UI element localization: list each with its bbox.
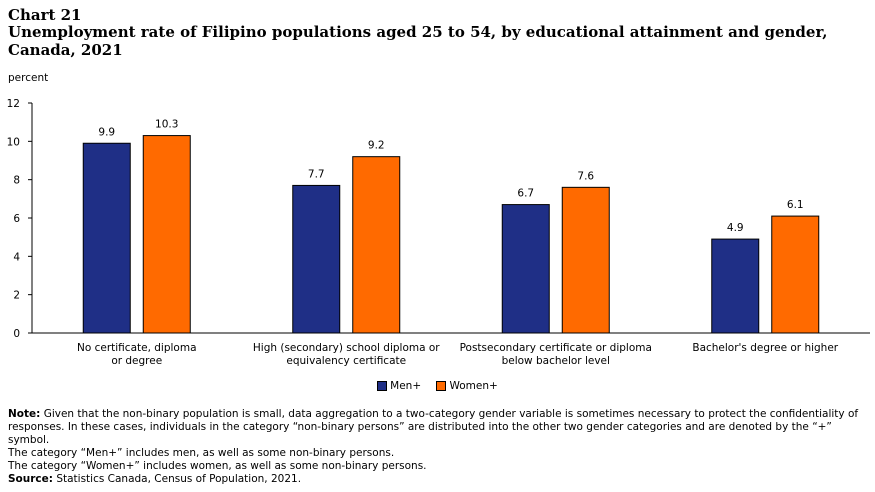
x-category-label-line: Bachelor's degree or higher [692,342,838,354]
x-category-label: Bachelor's degree or higher [692,342,838,354]
women-definition: The category “Women+” includes women, as… [8,460,427,472]
legend-item-women: Women+ [436,380,498,392]
note-label: Note: [8,408,41,420]
legend: Men+ Women+ [0,380,875,394]
men-definition: The category “Men+” includes men, as wel… [8,447,395,459]
note-paragraph: Note: Given that the non-binary populati… [8,408,868,447]
bar-women [561,186,610,334]
x-category-label-line: High (secondary) school diploma or [253,342,440,354]
y-tick-label: 8 [13,175,20,187]
y-tick-label: 12 [7,98,20,110]
source-paragraph: Source: Statistics Canada, Census of Pop… [8,473,868,486]
x-category-label-line: or degree [111,355,162,367]
data-label: 4.9 [727,222,744,234]
bar-women [771,215,820,334]
data-label: 7.7 [308,168,325,180]
y-tick-label: 2 [13,290,20,302]
data-label: 6.7 [517,188,534,200]
x-category-label: High (secondary) school diploma or equiva… [253,342,440,367]
y-tick-label: 10 [7,136,20,148]
data-label: 7.6 [577,170,594,182]
x-category-label-line: No certificate, diploma [77,342,197,354]
x-category-label-line: below bachelor level [502,355,610,367]
legend-swatch-women [436,381,447,391]
x-category-label: Postsecondary certificate or diploma belo… [460,342,652,367]
note-text: Given that the non-binary population is … [8,408,859,446]
chart-title: Unemployment rate of Filipino population… [8,23,828,59]
x-category-label-line: Postsecondary certificate or diploma [460,342,652,354]
bar-chart: 0 2 4 6 8 10 12 9.9 10.3 No certificate, diploma o… [7,98,870,367]
y-tick-label: 4 [13,251,20,263]
bar-women [352,156,401,334]
y-tick-label: 6 [13,213,20,225]
notes-section: Note: Given that the non-binary populati… [8,408,868,486]
bar-men [292,184,341,334]
x-category-label-line: equivalency certificate [286,355,406,367]
data-label: 10.3 [155,119,178,131]
bar-men [711,238,760,334]
y-tick-label: 0 [13,328,20,340]
source-text: Statistics Canada, Census of Population,… [56,473,302,485]
legend-label-men: Men+ [390,380,422,392]
legend-item-men: Men+ [377,380,421,392]
source-label: Source: [8,473,53,485]
x-category-label: No certificate, diploma or degree [77,342,197,367]
legend-swatch-men [377,381,388,391]
bar-women [142,135,191,334]
data-label: 9.2 [368,140,385,152]
chart-number: Chart 21 [8,6,82,24]
data-label: 6.1 [787,199,804,211]
data-label: 9.9 [98,126,115,138]
legend-label-women: Women+ [449,380,498,392]
bar-men [501,204,550,334]
y-axis-unit-label: percent [8,72,49,84]
bar-men [82,142,131,334]
